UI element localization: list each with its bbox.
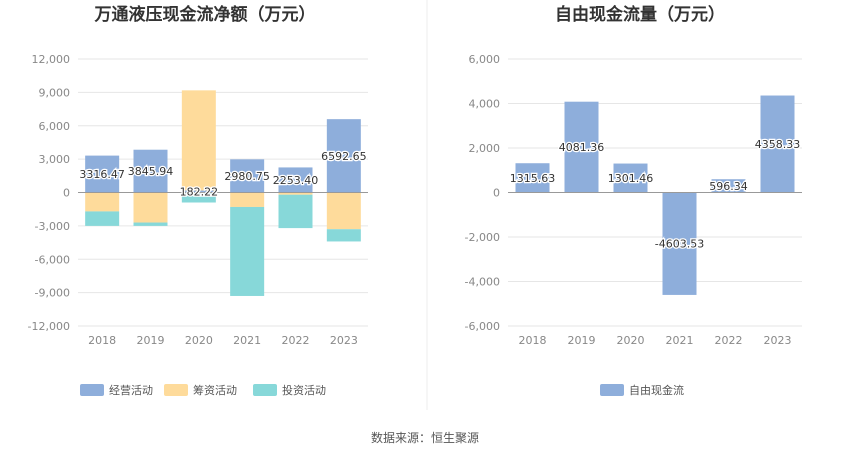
x-tick-label: 2023 (330, 334, 358, 347)
legend-label: 筹资活动 (193, 383, 237, 397)
bar-2020-s0 (181, 190, 216, 193)
data-label: 596.34 (709, 180, 748, 193)
x-tick-label: 2019 (568, 334, 596, 347)
chart-title-free-cashflow: 自由现金流量（万元） (555, 4, 725, 25)
y-tick-label: 2,000 (469, 142, 501, 155)
data-label: 3316.47 (79, 168, 125, 181)
bar-2021-s0 (230, 159, 265, 193)
y-tick-label: -3,000 (35, 220, 70, 233)
bar-2019-s0 (564, 101, 599, 193)
bar-2022-s0 (278, 167, 313, 193)
bar-2018-s2 (85, 211, 120, 226)
data-label: -4603.53 (655, 238, 704, 251)
x-tick-label: 2021 (666, 334, 694, 347)
legend-swatch (600, 384, 624, 396)
bar-2022-s2 (278, 194, 313, 229)
legend-swatch (253, 384, 277, 396)
bar-2021-s1 (230, 192, 265, 207)
bar-2023-s2 (326, 229, 361, 242)
chart-title-cashflow: 万通液压现金流净额（万元） (94, 4, 316, 25)
legend-label: 自由现金流 (629, 383, 684, 397)
y-tick-label: 12,000 (32, 53, 71, 66)
y-tick-label: 9,000 (39, 86, 71, 99)
y-tick-label: 3,000 (39, 153, 71, 166)
bar-2018-s0 (85, 155, 120, 193)
y-tick-label: -12,000 (28, 320, 70, 333)
y-tick-label: 4,000 (469, 98, 501, 111)
bar-2019-s1 (133, 192, 168, 223)
x-tick-label: 2018 (88, 334, 116, 347)
bar-2019-s2 (133, 222, 168, 226)
data-label: 4358.33 (755, 138, 801, 151)
data-source: 数据来源：恒生聚源 (371, 430, 479, 445)
x-tick-label: 2020 (617, 334, 645, 347)
data-label: 2980.75 (224, 170, 270, 183)
bar-2020-s2 (181, 192, 216, 203)
bar-2020-s0 (613, 163, 648, 193)
y-tick-label: -2,000 (465, 231, 500, 244)
bar-2022-s0 (711, 179, 746, 193)
data-label: 4081.36 (559, 141, 605, 154)
x-tick-label: 2018 (519, 334, 547, 347)
x-tick-label: 2022 (715, 334, 743, 347)
y-tick-label: -9,000 (35, 287, 70, 300)
x-tick-label: 2022 (282, 334, 310, 347)
bar-2023-s0 (760, 95, 795, 193)
y-tick-label: -6,000 (465, 320, 500, 333)
x-tick-label: 2020 (185, 334, 213, 347)
legend-swatch (80, 384, 104, 396)
bar-2018-s1 (85, 192, 120, 212)
x-tick-label: 2021 (233, 334, 261, 347)
data-label: 2253.40 (273, 174, 319, 187)
bar-2022-s1 (278, 192, 313, 195)
y-tick-label: -6,000 (35, 253, 70, 266)
x-tick-label: 2023 (764, 334, 792, 347)
bar-2023-s1 (326, 192, 361, 230)
bar-2021-s2 (230, 206, 265, 296)
bar-2019-s0 (133, 149, 168, 193)
data-label: 1301.46 (608, 172, 654, 185)
data-label: 6592.65 (321, 150, 367, 163)
y-tick-label: 0 (63, 187, 70, 200)
x-tick-label: 2019 (137, 334, 165, 347)
bar-2023-s0 (326, 119, 361, 193)
data-label: 1315.63 (510, 172, 556, 185)
data-label: 182.22 (180, 185, 219, 198)
bar-2021-s0 (662, 192, 697, 295)
legend-label: 投资活动 (282, 383, 326, 397)
y-tick-label: 0 (493, 187, 500, 200)
bar-2020-s1 (181, 90, 216, 191)
data-label: 3845.94 (128, 165, 174, 178)
legend-label: 经营活动 (109, 383, 153, 397)
bar-2018-s0 (515, 163, 550, 193)
legend-swatch (164, 384, 188, 396)
y-tick-label: 6,000 (39, 120, 71, 133)
y-tick-label: -4,000 (465, 276, 500, 289)
y-tick-label: 6,000 (469, 53, 501, 66)
